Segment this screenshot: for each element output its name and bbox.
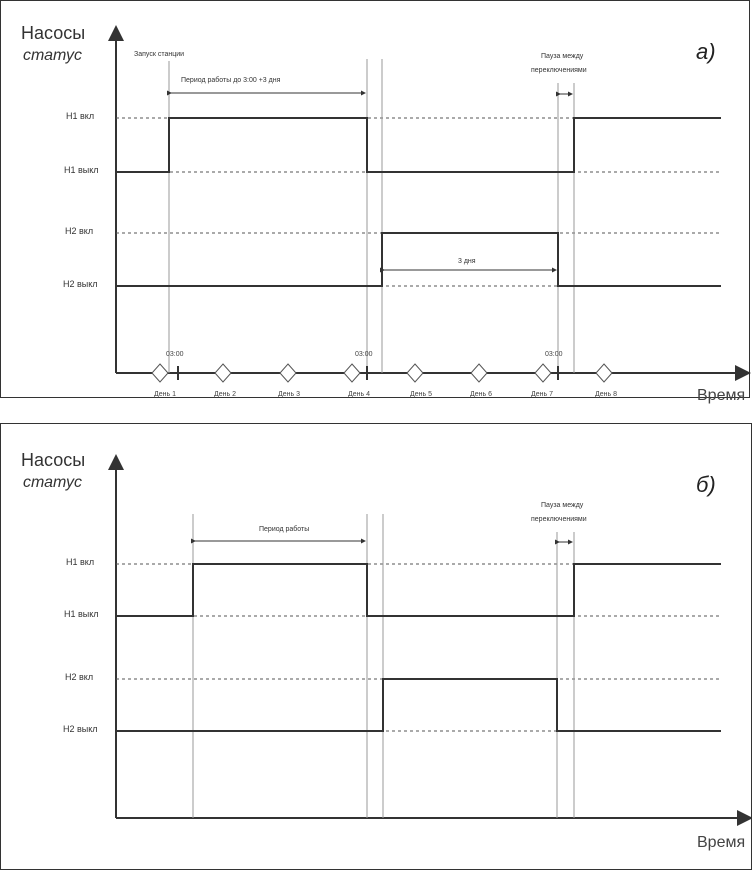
day-label: День 1 xyxy=(154,391,176,398)
time-label: 03:00 xyxy=(355,351,373,358)
panel-letter: б) xyxy=(696,472,716,497)
period-annotation: Период работы xyxy=(259,526,310,533)
h2-signal-b xyxy=(116,678,721,732)
diagram-panel-b: Насосы статус б) Время Н1 вкл Н1 выкл Н2… xyxy=(0,423,752,870)
pause-annotation: Пауза между xyxy=(541,53,584,60)
y-axis-title: Насосы xyxy=(21,450,86,470)
h1-signal-b xyxy=(116,563,721,617)
panel-letter: а) xyxy=(696,39,716,64)
level-label: Н2 выкл xyxy=(63,724,98,734)
day-label: День 7 xyxy=(531,391,553,398)
day-label: День 5 xyxy=(410,391,432,398)
time-label: 03:00 xyxy=(166,351,184,358)
level-label: Н2 вкл xyxy=(65,226,94,236)
level-label: Н1 вкл xyxy=(66,111,95,121)
three-days-annotation: 3 дня xyxy=(458,258,476,265)
diagram-panel-a: Насосы статус а) Время Н1 вкл Н1 выкл Н2… xyxy=(0,0,751,404)
day-label: День 4 xyxy=(348,391,370,398)
x-axis-title: Время xyxy=(697,387,746,404)
y-axis-subtitle: статус xyxy=(23,47,83,64)
y-axis-subtitle: статус xyxy=(23,474,83,491)
time-label: 03:00 xyxy=(545,351,563,358)
pause-annotation: переключениями xyxy=(531,516,587,523)
level-label: Н1 выкл xyxy=(64,165,99,175)
timing-diagram-b xyxy=(108,454,752,826)
pause-annotation: переключениями xyxy=(531,67,587,74)
day-label: День 8 xyxy=(595,391,617,398)
h2-signal-a xyxy=(116,232,721,287)
x-axis-title: Время xyxy=(697,834,746,851)
start-annotation: Запуск станции xyxy=(134,51,185,58)
period-annotation: Период работы до 3:00 +3 дня xyxy=(181,77,281,84)
level-label: Н2 выкл xyxy=(63,279,98,289)
day-label: День 2 xyxy=(214,391,236,398)
timing-diagram-a xyxy=(108,25,751,383)
pause-annotation: Пауза между xyxy=(541,502,584,509)
level-label: Н2 вкл xyxy=(65,672,94,682)
level-label: Н1 выкл xyxy=(64,609,99,619)
level-label: Н1 вкл xyxy=(66,557,95,567)
day-label: День 6 xyxy=(470,391,492,398)
day-label: День 3 xyxy=(278,391,300,398)
day-markers xyxy=(151,363,613,383)
y-axis-title: Насосы xyxy=(21,23,86,43)
h1-signal-a xyxy=(116,117,721,173)
